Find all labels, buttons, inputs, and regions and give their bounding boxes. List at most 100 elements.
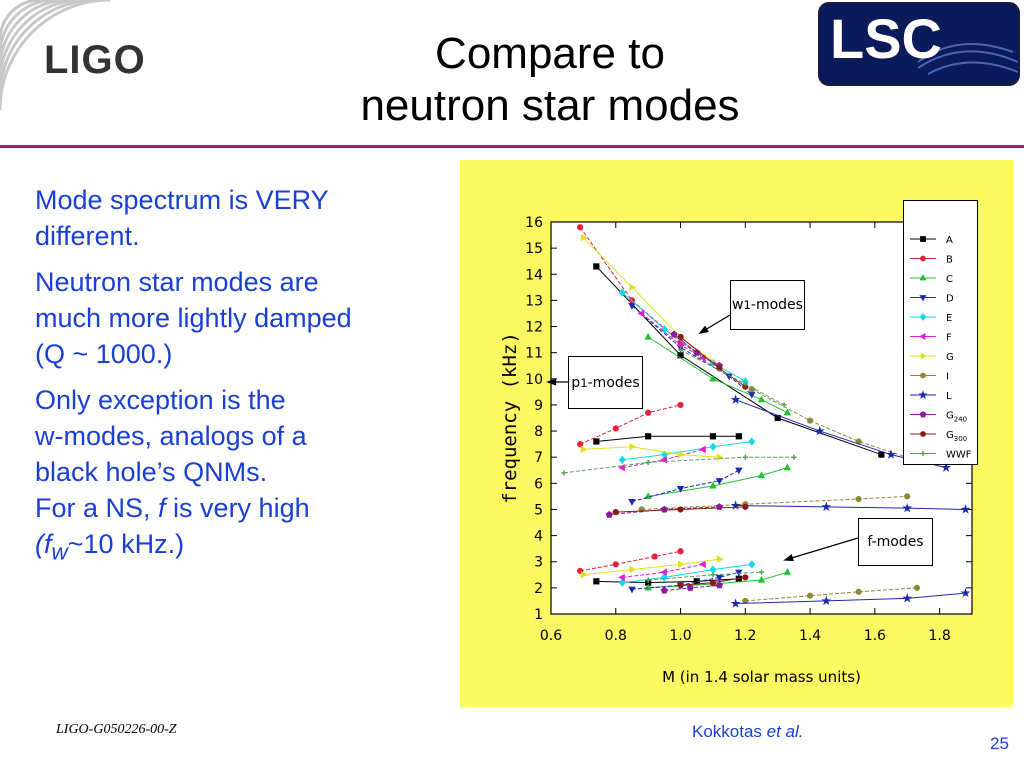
series-line-w <box>579 226 714 364</box>
data-point <box>580 445 588 454</box>
data-point <box>676 341 684 349</box>
legend-entry-e: E <box>910 313 952 324</box>
document-id: LIGO-G050226-00-Z <box>56 722 177 737</box>
data-point <box>676 485 685 493</box>
y-tick-label: 10 <box>525 372 543 388</box>
series-line-p <box>735 505 966 510</box>
annotation-f-modes: f-modes <box>858 518 933 566</box>
data-point <box>742 381 748 387</box>
data-point <box>651 553 658 560</box>
legend-label: G <box>946 352 954 363</box>
data-point <box>605 510 613 518</box>
lsc-logo: LSC <box>818 2 1020 86</box>
data-point <box>660 456 667 464</box>
data-point <box>645 459 651 466</box>
data-point <box>781 402 787 408</box>
series-line-f <box>583 558 720 576</box>
data-point <box>561 470 567 476</box>
data-point <box>645 577 651 583</box>
slide-title: Compare to neutron star modes <box>300 28 800 132</box>
data-point <box>580 571 588 579</box>
legend-marker <box>919 274 927 281</box>
legend-entry-g: G <box>910 352 954 363</box>
annotation-w1-modes: w 1 -modes <box>730 280 805 330</box>
legend-label: L <box>946 391 952 402</box>
legend-label: WWF <box>946 450 972 461</box>
data-point <box>628 499 636 506</box>
data-point <box>814 425 825 436</box>
y-tick-label: 3 <box>534 555 543 571</box>
legend-entry-g240: G240 <box>910 411 967 424</box>
data-point <box>660 573 668 582</box>
legend-label: G240 <box>946 411 967 424</box>
legend-marker <box>919 333 926 340</box>
data-point <box>677 333 684 341</box>
legend-marker <box>920 372 926 379</box>
legend-label: G300 <box>946 430 967 443</box>
data-point <box>715 478 724 485</box>
data-point <box>677 401 684 409</box>
data-point <box>618 463 625 472</box>
legend-entry-i: I <box>910 372 949 383</box>
series-line-f <box>631 571 739 590</box>
data-point <box>941 462 952 472</box>
x-tick-label: 1.8 <box>928 628 950 644</box>
legend-marker <box>919 295 927 302</box>
y-axis-label: frequency (kHz) <box>499 332 521 504</box>
data-point <box>618 455 626 464</box>
y-tick-label: 16 <box>525 215 543 231</box>
data-point <box>715 581 723 589</box>
legend-label: B <box>946 255 953 266</box>
data-point <box>902 502 913 513</box>
figure-credit: Kokkotas et al. <box>692 722 804 741</box>
legend-marker <box>919 411 927 418</box>
data-point <box>612 508 619 516</box>
data-point <box>660 586 668 594</box>
y-tick-label: 14 <box>525 267 543 283</box>
arrow-f-modes-head <box>783 554 794 562</box>
legend-label: E <box>946 313 952 324</box>
data-point <box>709 374 717 382</box>
data-point <box>629 565 637 574</box>
legend-marker <box>919 313 927 321</box>
x-tick-label: 0.8 <box>605 628 627 644</box>
data-point <box>742 503 749 510</box>
series-line-w <box>647 336 788 414</box>
series-line-p <box>583 446 720 458</box>
data-point <box>637 309 645 318</box>
legend-marker <box>920 255 926 262</box>
data-point <box>580 233 588 242</box>
series-line-f <box>745 587 917 602</box>
legend-label: A <box>946 235 953 246</box>
data-point <box>748 437 756 446</box>
data-point <box>593 438 600 445</box>
data-point <box>806 592 814 599</box>
data-point <box>742 574 749 581</box>
data-point <box>757 471 766 479</box>
legend-marker <box>920 352 927 360</box>
data-point <box>806 417 814 424</box>
series-f <box>618 309 706 582</box>
legend-label: D <box>946 294 954 305</box>
series-line-w <box>631 305 753 395</box>
data-point <box>757 395 766 403</box>
data-point <box>593 578 600 585</box>
arrow-p1-modes-head <box>546 378 557 386</box>
y-tick-label: 7 <box>534 450 543 466</box>
title-line-2: neutron star modes <box>360 81 740 130</box>
data-point <box>645 409 652 416</box>
legend-entry-c: C <box>910 274 953 285</box>
data-point <box>783 408 792 416</box>
data-point <box>960 504 971 514</box>
series-line-f <box>580 550 681 572</box>
y-tick-label: 4 <box>534 529 543 545</box>
data-point <box>791 454 797 460</box>
data-point <box>735 569 743 577</box>
data-point <box>709 481 717 489</box>
data-point <box>612 425 619 432</box>
data-point <box>735 467 743 475</box>
header-divider <box>0 145 1024 148</box>
y-tick-label: 5 <box>534 502 543 518</box>
x-axis-label: M (in 1.4 solar mass units) <box>662 668 861 686</box>
data-point <box>660 568 667 576</box>
